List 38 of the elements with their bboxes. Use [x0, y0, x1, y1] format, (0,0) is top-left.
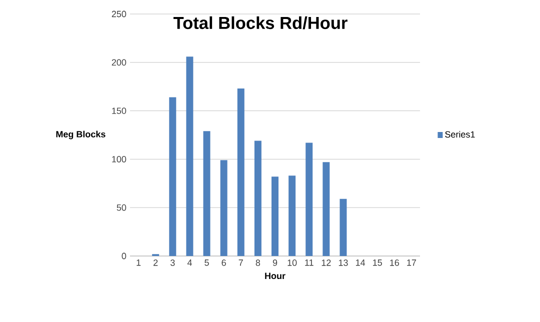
- y-tick-label: 0: [122, 252, 126, 260]
- y-tick-label: 200: [112, 59, 126, 66]
- bar: [272, 176, 279, 256]
- y-tick-label: 100: [112, 156, 126, 162]
- bar: [306, 142, 313, 256]
- x-tick-label: 15: [373, 260, 382, 266]
- bar: [340, 198, 347, 256]
- x-tick-label: 6: [222, 260, 226, 266]
- y-tick-label: 250: [112, 10, 126, 18]
- x-tick-label: 10: [288, 260, 297, 266]
- x-tick-label: 3: [170, 260, 175, 266]
- x-tick-label: 8: [256, 260, 260, 266]
- x-tick-label: 2: [154, 260, 158, 266]
- x-tick-label: 1: [136, 260, 141, 266]
- x-axis-title: Hour: [265, 272, 286, 280]
- x-tick-label: 5: [204, 260, 209, 266]
- y-tick-label: 150: [112, 108, 126, 114]
- y-tick-label: 50: [116, 204, 126, 211]
- x-tick-label: 16: [390, 260, 400, 266]
- x-tick-label: 11: [305, 260, 314, 266]
- x-tick-label: 9: [272, 260, 278, 266]
- x-tick-label: 13: [338, 260, 348, 266]
- y-axis-title: Meg Blocks: [56, 130, 106, 140]
- legend-label: Series1: [445, 130, 475, 138]
- bar: [169, 97, 176, 256]
- bar: [186, 56, 194, 256]
- bar: [322, 162, 330, 256]
- x-tick-label: 14: [356, 260, 366, 266]
- x-tick-label: 7: [238, 260, 243, 266]
- x-tick-label: 4: [187, 260, 192, 266]
- x-tick-label: 12: [322, 260, 331, 266]
- x-tick-label: 17: [407, 260, 416, 266]
- bar: [220, 160, 228, 256]
- bar: [288, 176, 296, 256]
- bar: [203, 131, 210, 256]
- bar: [254, 140, 262, 256]
- bar: [237, 88, 244, 256]
- chart-title: Total Blocks Rd/Hour: [173, 16, 348, 30]
